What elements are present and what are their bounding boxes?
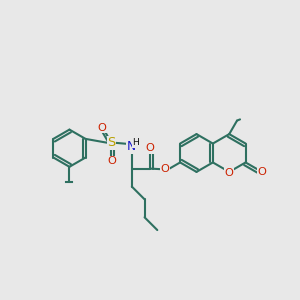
Text: O: O	[146, 143, 154, 153]
Text: O: O	[258, 167, 267, 177]
Text: O: O	[225, 167, 234, 178]
Text: S: S	[107, 136, 116, 149]
Text: H: H	[133, 138, 140, 147]
Text: O: O	[108, 156, 116, 167]
Text: N: N	[126, 140, 136, 154]
Text: O: O	[97, 123, 106, 133]
Text: O: O	[160, 164, 169, 174]
